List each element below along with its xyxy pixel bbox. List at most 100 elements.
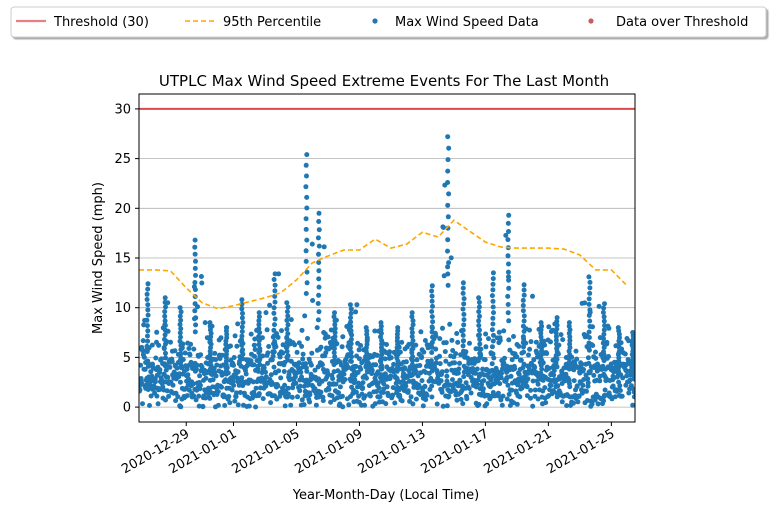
wind-speed-point bbox=[363, 325, 369, 331]
wind-speed-point bbox=[235, 321, 241, 327]
wind-speed-point bbox=[196, 393, 202, 399]
wind-speed-point bbox=[617, 383, 623, 389]
wind-speed-point bbox=[332, 354, 338, 360]
wind-speed-point bbox=[551, 372, 557, 378]
wind-speed-point bbox=[597, 373, 603, 379]
wind-speed-point bbox=[458, 352, 464, 358]
wind-speed-point bbox=[377, 394, 383, 400]
wind-speed-point bbox=[358, 343, 364, 348]
wind-speed-point bbox=[213, 373, 219, 379]
wind-speed-point bbox=[601, 305, 607, 311]
legend-swatch-wind-data bbox=[372, 18, 378, 24]
wind-speed-point bbox=[331, 342, 337, 348]
wind-speed-point bbox=[360, 385, 366, 391]
wind-speed-point bbox=[197, 373, 203, 379]
wind-speed-point bbox=[285, 353, 291, 359]
x-tick-label: 2021-01-09 bbox=[293, 426, 366, 477]
wind-speed-point bbox=[490, 315, 496, 321]
wind-speed-point bbox=[505, 293, 511, 299]
wind-speed-point bbox=[192, 265, 198, 271]
wind-speed-point bbox=[362, 402, 368, 408]
wind-speed-point bbox=[520, 297, 526, 303]
wind-speed-point bbox=[496, 393, 502, 399]
legend-label-percentile: 95th Percentile bbox=[223, 15, 321, 30]
wind-speed-point bbox=[528, 339, 534, 345]
wind-speed-point bbox=[429, 314, 435, 320]
wind-speed-point bbox=[239, 338, 245, 344]
wind-speed-point bbox=[235, 369, 241, 375]
wind-speed-point bbox=[295, 394, 300, 400]
wind-speed-point bbox=[504, 396, 510, 402]
wind-speed-point bbox=[144, 343, 150, 349]
wind-speed-point bbox=[191, 393, 197, 399]
wind-speed-point bbox=[300, 356, 306, 362]
wind-speed-point bbox=[505, 220, 511, 226]
wind-speed-point bbox=[145, 281, 151, 287]
wind-speed-point bbox=[586, 312, 592, 318]
wind-speed-point bbox=[554, 341, 559, 347]
wind-speed-point bbox=[410, 338, 416, 344]
wind-speed-point bbox=[272, 316, 278, 322]
wind-speed-point bbox=[468, 390, 474, 396]
wind-speed-point bbox=[446, 191, 452, 197]
wind-speed-point bbox=[256, 318, 262, 324]
wind-speed-point bbox=[144, 291, 150, 297]
wind-speed-point bbox=[555, 383, 561, 389]
wind-speed-point bbox=[477, 350, 483, 356]
wind-speed-point bbox=[162, 332, 168, 338]
wind-speed-point bbox=[423, 397, 429, 403]
wind-speed-point bbox=[490, 321, 496, 327]
wind-speed-point bbox=[444, 403, 450, 409]
wind-speed-point bbox=[271, 277, 277, 282]
wind-speed-point bbox=[442, 349, 448, 355]
wind-speed-point bbox=[446, 260, 452, 266]
wind-speed-point bbox=[601, 345, 607, 350]
wind-speed-point bbox=[172, 348, 178, 354]
y-tick-label: 25 bbox=[114, 152, 131, 167]
wind-speed-point bbox=[409, 314, 415, 320]
wind-speed-point bbox=[240, 310, 245, 316]
wind-speed-point bbox=[390, 385, 396, 391]
wind-speed-point bbox=[222, 403, 228, 408]
wind-speed-point bbox=[566, 323, 572, 329]
wind-speed-point bbox=[438, 378, 444, 384]
wind-speed-point bbox=[358, 366, 364, 372]
wind-speed-point bbox=[284, 326, 290, 332]
wind-speed-point bbox=[190, 381, 196, 387]
wind-speed-point bbox=[328, 399, 334, 405]
wind-speed-point bbox=[461, 348, 466, 354]
wind-speed-point bbox=[304, 205, 310, 211]
wind-speed-point bbox=[256, 334, 262, 340]
wind-speed-point bbox=[586, 340, 592, 346]
wind-speed-point bbox=[503, 232, 509, 238]
wind-speed-point bbox=[445, 168, 451, 174]
wind-speed-point bbox=[263, 369, 268, 375]
wind-speed-point bbox=[330, 376, 336, 382]
wind-speed-point bbox=[601, 336, 606, 342]
wind-speed-point bbox=[303, 361, 309, 367]
wind-speed-point bbox=[410, 358, 415, 364]
wind-speed-point bbox=[264, 327, 270, 333]
wind-speed-point bbox=[476, 332, 482, 338]
wind-speed-point bbox=[399, 398, 405, 404]
wind-speed-point bbox=[281, 369, 287, 374]
wind-speed-point bbox=[145, 302, 151, 308]
wind-speed-point bbox=[421, 349, 427, 355]
wind-speed-point bbox=[239, 306, 245, 312]
wind-speed-point bbox=[457, 360, 462, 366]
wind-speed-point bbox=[268, 372, 274, 378]
wind-speed-point bbox=[187, 352, 193, 358]
wind-speed-point bbox=[538, 320, 544, 326]
wind-speed-point bbox=[422, 383, 428, 389]
wind-speed-point bbox=[277, 393, 283, 399]
wind-speed-point bbox=[511, 334, 516, 339]
wind-speed-point bbox=[506, 318, 512, 324]
wind-speed-point bbox=[564, 403, 570, 409]
wind-speed-point bbox=[169, 359, 175, 365]
wind-speed-point bbox=[207, 327, 213, 333]
wind-speed-point bbox=[161, 346, 167, 352]
wind-speed-point bbox=[506, 229, 511, 234]
wind-speed-point bbox=[445, 264, 451, 270]
wind-speed-point bbox=[261, 365, 267, 371]
wind-speed-point bbox=[239, 329, 245, 334]
